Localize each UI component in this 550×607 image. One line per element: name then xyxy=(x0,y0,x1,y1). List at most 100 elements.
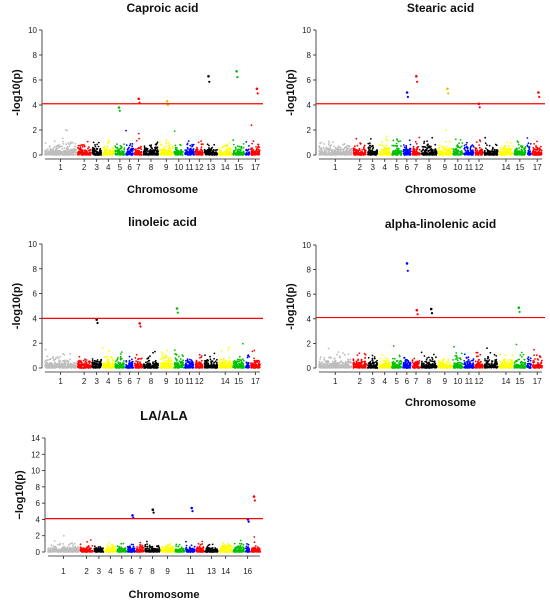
snp-point xyxy=(369,149,372,152)
y-tick-label: 6 xyxy=(33,76,38,85)
snp-point xyxy=(140,148,143,151)
snp-point xyxy=(238,152,241,154)
snp-point xyxy=(198,153,201,156)
snp-point xyxy=(218,147,221,150)
snp-point xyxy=(64,153,67,156)
snp-point xyxy=(478,153,480,155)
snp-point xyxy=(146,361,149,363)
snp-point xyxy=(49,366,52,369)
snp-point xyxy=(108,350,111,352)
snp-point xyxy=(128,364,131,367)
snp-point xyxy=(105,153,108,155)
snp-point xyxy=(503,153,506,156)
snp-point xyxy=(533,151,536,154)
x-tick-label: 9 xyxy=(443,163,448,172)
snp-point xyxy=(96,148,99,150)
snp-point xyxy=(450,148,452,151)
snp-point xyxy=(532,146,535,149)
snp-point xyxy=(532,150,534,153)
snp-point xyxy=(150,144,153,147)
snp-point xyxy=(523,154,525,156)
snp-point xyxy=(511,145,514,148)
snp-point xyxy=(354,145,356,148)
snp-point xyxy=(520,152,523,155)
x-tick-label: 2 xyxy=(82,163,87,172)
snp-point xyxy=(145,147,148,150)
snp-point xyxy=(107,142,109,145)
snp-point xyxy=(62,143,65,145)
snp-point xyxy=(52,149,55,152)
snp-point xyxy=(119,148,121,150)
snp-point xyxy=(91,152,94,154)
snp-point xyxy=(343,148,346,150)
snp-point xyxy=(196,146,198,149)
snp-point xyxy=(52,147,55,150)
snp-point xyxy=(507,145,510,148)
snp-point xyxy=(226,154,228,156)
snp-point xyxy=(130,361,133,364)
snp-point xyxy=(326,148,328,151)
snp-point xyxy=(370,138,372,140)
snp-point xyxy=(338,152,340,155)
snp-point xyxy=(367,151,369,154)
snp-point xyxy=(171,153,174,156)
peak-point xyxy=(405,91,409,94)
snp-point xyxy=(521,145,523,147)
snp-point xyxy=(99,147,102,150)
snp-point xyxy=(106,366,109,369)
snp-point xyxy=(453,154,456,156)
snp-point xyxy=(148,367,151,369)
snp-point xyxy=(159,150,161,152)
snp-point xyxy=(328,142,330,145)
snp-point xyxy=(318,150,321,153)
snp-point xyxy=(396,152,398,155)
snp-point xyxy=(330,149,333,152)
snp-point xyxy=(505,148,507,151)
snp-point xyxy=(445,129,447,132)
snp-point xyxy=(203,148,206,151)
peak-point xyxy=(478,106,481,109)
snp-point xyxy=(457,153,459,156)
snp-point xyxy=(161,357,164,360)
snp-point xyxy=(318,147,321,150)
snp-point xyxy=(152,351,154,354)
snp-point xyxy=(508,153,510,155)
snp-point xyxy=(48,150,50,153)
snp-point xyxy=(388,151,390,154)
snp-point xyxy=(176,147,178,149)
snp-point xyxy=(53,358,55,361)
snp-point xyxy=(144,152,147,155)
x-tick-label: 15 xyxy=(234,163,243,172)
snp-point xyxy=(128,355,131,358)
snp-point xyxy=(171,147,174,150)
snp-point xyxy=(59,152,62,154)
snp-point xyxy=(483,151,486,153)
peak-point xyxy=(208,80,211,83)
snp-point xyxy=(89,366,92,369)
snp-point xyxy=(184,149,187,152)
snp-point xyxy=(74,149,77,152)
snp-point xyxy=(111,359,114,362)
snp-point xyxy=(63,147,66,150)
peak-point xyxy=(416,80,419,83)
snp-point xyxy=(325,150,327,153)
snp-point xyxy=(428,153,431,156)
snp-point xyxy=(162,353,164,355)
snp-point xyxy=(382,144,384,147)
snp-point xyxy=(98,365,101,368)
snp-point xyxy=(352,149,355,152)
snp-point xyxy=(509,142,512,144)
snp-point xyxy=(159,366,162,369)
snp-point xyxy=(44,149,47,152)
peak-point xyxy=(166,103,169,107)
snp-point xyxy=(169,153,172,156)
peak-point xyxy=(537,91,540,94)
snp-point xyxy=(335,152,338,154)
snp-point xyxy=(492,147,494,150)
snp-point xyxy=(388,146,390,149)
snp-point xyxy=(537,153,540,155)
snp-point xyxy=(407,151,410,153)
x-tick-label: 10 xyxy=(453,163,462,172)
snp-point xyxy=(450,153,452,156)
